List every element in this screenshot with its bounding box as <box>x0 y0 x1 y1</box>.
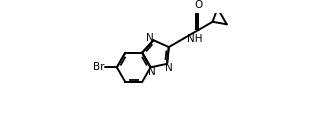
Text: O: O <box>194 0 202 10</box>
Text: Br: Br <box>93 62 104 72</box>
Text: NH: NH <box>187 35 202 45</box>
Text: N: N <box>165 63 173 73</box>
Text: N: N <box>146 33 154 43</box>
Text: N: N <box>148 67 156 76</box>
